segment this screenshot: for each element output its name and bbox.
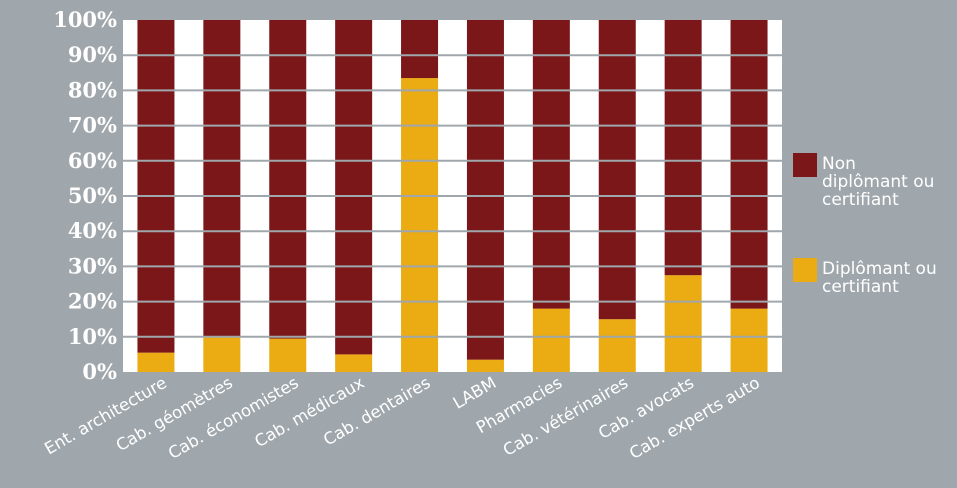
y-tick-label: 90% [68, 42, 117, 67]
legend-label: certifiant [822, 190, 899, 210]
bar-segment-diplomant [335, 354, 373, 372]
bar-segment-diplomant [401, 78, 439, 372]
bar-segment-diplomant [269, 338, 307, 372]
bar-segment-non-diplomant [203, 20, 241, 337]
legend-label: Non [822, 154, 856, 174]
y-tick-label: 10% [68, 324, 117, 349]
x-category-label: Cab. médicaux [251, 373, 367, 451]
legend-label: certifiant [822, 277, 899, 297]
bar-segment-non-diplomant [401, 20, 439, 79]
legend-label: Diplômant ou [822, 259, 937, 279]
y-tick-label: 80% [68, 77, 117, 102]
legend-swatch [793, 153, 817, 177]
bar-segment-diplomant [137, 352, 175, 372]
bar-segment-non-diplomant [137, 20, 175, 353]
bar-segment-non-diplomant [269, 20, 307, 339]
bar-segment-diplomant [203, 336, 241, 372]
y-tick-label: 30% [68, 253, 117, 278]
y-tick-label: 0% [82, 359, 117, 384]
bar-segment-non-diplomant [532, 20, 570, 309]
bar-segment-non-diplomant [335, 20, 373, 355]
bar-segment-diplomant [598, 319, 636, 372]
x-category-label: LABM [450, 373, 500, 413]
y-tick-label: 40% [68, 218, 117, 243]
legend-label: diplômant ou [822, 172, 934, 192]
legend-swatch [793, 258, 817, 282]
y-tick-label: 50% [68, 183, 117, 208]
bar-segment-diplomant [532, 308, 570, 372]
bar-segment-diplomant [730, 308, 768, 372]
bar-segment-non-diplomant [730, 20, 768, 309]
bar-segment-non-diplomant [598, 20, 636, 320]
y-tick-label: 100% [53, 7, 117, 32]
y-tick-label: 70% [68, 113, 117, 138]
bar-segment-non-diplomant [664, 20, 702, 276]
bar-segment-diplomant [466, 359, 504, 372]
bar-segment-non-diplomant [466, 20, 504, 360]
y-tick-label: 20% [68, 289, 117, 314]
y-tick-label: 60% [68, 148, 117, 173]
bar-segment-diplomant [664, 275, 702, 372]
